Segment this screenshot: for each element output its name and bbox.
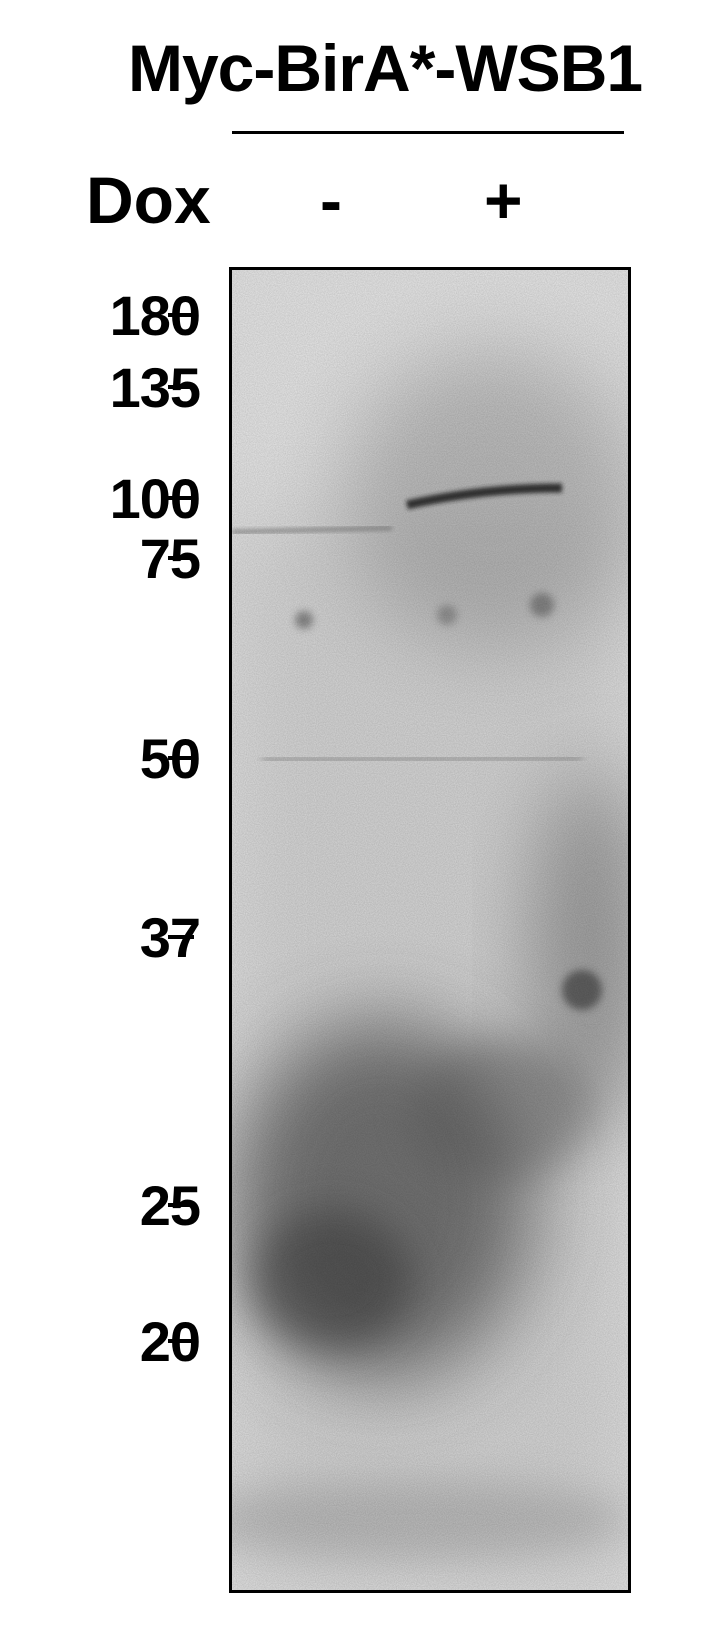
marker-tick [168, 496, 194, 500]
marker-tick [168, 385, 194, 389]
marker-tick [168, 1203, 194, 1207]
marker-tick [168, 556, 194, 560]
title-underline [232, 131, 624, 134]
condition-label: Dox [86, 163, 211, 237]
marker-tick [168, 1339, 194, 1343]
western-blot-image [229, 267, 631, 1593]
marker-tick [168, 935, 194, 939]
lane-label-minus: - [320, 163, 342, 237]
blot-graphic [232, 270, 628, 1590]
marker-tick [168, 756, 194, 760]
lane-label-plus: + [484, 163, 523, 237]
marker-tick [168, 313, 194, 317]
construct-title: Myc-BirA*-WSB1 [128, 31, 643, 105]
